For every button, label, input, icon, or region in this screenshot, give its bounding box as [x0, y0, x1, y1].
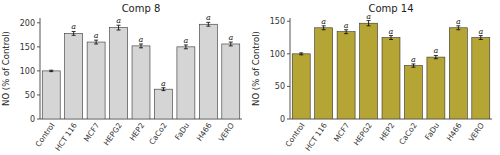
- x-tick-label: Control: [284, 121, 307, 148]
- page: {"chart_data": [ {"type": "bar", "title"…: [0, 0, 500, 155]
- bar: [449, 28, 467, 119]
- significance-label: a: [94, 31, 99, 40]
- panel: Comp 8 NO (% of Control) 0 50 100 150 200 a a a a a…: [1, 3, 242, 153]
- x-tick-label: H466: [445, 121, 464, 143]
- x-tick-label: HCT 116: [303, 121, 329, 153]
- error-bar: [139, 44, 143, 48]
- bar: [222, 44, 240, 119]
- title: Comp 14: [368, 3, 413, 14]
- error-bar: [299, 53, 303, 55]
- y-tick-label: 200: [20, 19, 35, 28]
- significance-label: a: [321, 17, 326, 26]
- significance-label: a: [139, 35, 144, 44]
- bar: [382, 38, 400, 119]
- bar: [427, 57, 445, 119]
- error-bar: [184, 45, 188, 49]
- bar: [42, 71, 60, 119]
- significance-label: a: [344, 21, 349, 30]
- y-tick-label: 50: [275, 82, 285, 91]
- y-tick-label: 150: [270, 17, 285, 26]
- y-axis-label: NO (% of Control): [251, 31, 261, 106]
- significance-label: a: [411, 55, 416, 64]
- error-bar: [161, 88, 165, 91]
- error-bar: [206, 22, 210, 26]
- y-tick-label: 150: [20, 43, 35, 52]
- significance-label: a: [206, 13, 211, 22]
- significance-label: a: [433, 46, 438, 55]
- error-bar: [456, 26, 460, 30]
- x-tick-label: H466: [195, 121, 214, 143]
- x-tick-label: Control: [34, 121, 57, 148]
- x-tick-label: HEPG2: [102, 121, 124, 147]
- significance-label: a: [456, 17, 461, 26]
- bar: [315, 28, 333, 119]
- y-axis-line: [290, 18, 291, 119]
- bar: [154, 89, 172, 119]
- error-bar: [411, 64, 415, 67]
- significance-label: a: [389, 27, 394, 36]
- significance-label: a: [183, 36, 188, 45]
- bar: [65, 33, 83, 119]
- bar: [292, 54, 310, 119]
- x-tick-label: VERO: [217, 121, 236, 143]
- y-axis-label: NO (% of Control): [1, 31, 11, 106]
- error-bar: [434, 55, 438, 58]
- error-bar: [94, 40, 98, 44]
- x-tick-label: HEP2: [378, 121, 397, 142]
- significance-label: a: [161, 79, 166, 88]
- chart-figure: Comp 8 NO (% of Control) 0 50 100 150 200 a a a a a…: [0, 0, 500, 155]
- panel: Comp 14 NO (% of Control) 0 50 100 150 a a a a a a a…: [251, 3, 492, 153]
- x-tick-label: VERO: [467, 121, 486, 143]
- x-tick-label: HEP2: [128, 121, 147, 142]
- marks: [42, 22, 240, 119]
- error-bar: [49, 70, 53, 71]
- y-tick-label: 50: [25, 91, 35, 100]
- x-tick-label: FaDu: [173, 121, 191, 142]
- y-axis-line: [40, 18, 41, 119]
- x-tick-label: FaDu: [423, 121, 441, 142]
- bar: [199, 24, 217, 119]
- y-tick-label: 100: [270, 50, 285, 59]
- significance-label: a: [71, 22, 76, 31]
- error-bar: [367, 21, 371, 26]
- bar: [404, 66, 422, 119]
- significance-label: a: [116, 16, 121, 25]
- x-tick-label: MCF7: [332, 121, 351, 143]
- y-tick-label: 0: [280, 115, 285, 124]
- bar: [360, 23, 378, 119]
- bar: [337, 32, 355, 119]
- significance-label: a: [478, 27, 483, 36]
- error-bar: [344, 30, 348, 34]
- bar: [132, 46, 150, 119]
- significance-label: a: [366, 12, 371, 21]
- error-bar: [322, 26, 326, 30]
- error-bar: [479, 36, 483, 40]
- bar: [472, 38, 490, 119]
- x-tick-label: MCF7: [82, 121, 101, 143]
- x-tick-label: CaCo2: [397, 121, 419, 146]
- error-bar: [229, 42, 233, 46]
- bar: [110, 28, 128, 119]
- y-tick-label: 0: [30, 115, 35, 124]
- marks: [292, 21, 490, 119]
- error-bar: [389, 36, 393, 40]
- x-tick-label: HCT 116: [53, 121, 79, 153]
- error-bar: [117, 25, 121, 30]
- bar: [177, 47, 195, 119]
- bar: [87, 42, 105, 119]
- y-tick-label: 100: [20, 67, 35, 76]
- x-tick-label: CaCo2: [147, 121, 169, 146]
- significance-label: a: [228, 33, 233, 42]
- error-bar: [72, 31, 76, 35]
- title: Comp 8: [122, 3, 161, 14]
- x-tick-label: HEPG2: [352, 121, 374, 147]
